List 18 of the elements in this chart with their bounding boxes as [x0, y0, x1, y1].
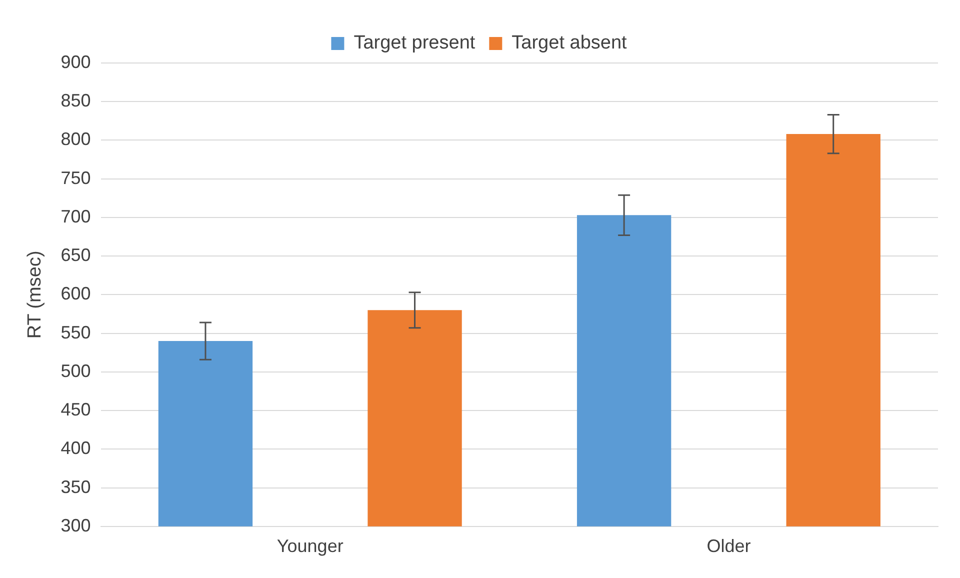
y-tick-label: 400 — [60, 438, 91, 458]
y-tick-label: 750 — [60, 168, 91, 188]
legend-label: Target absent — [512, 32, 628, 54]
y-tick-label: 300 — [60, 515, 91, 536]
y-tick-label: 800 — [60, 129, 91, 150]
y-tick-label: 350 — [60, 476, 91, 497]
y-tick-label: 650 — [60, 245, 91, 266]
y-tick-label: 600 — [60, 284, 91, 304]
legend-label: Target present — [354, 32, 476, 54]
y-tick-label: 500 — [60, 360, 91, 381]
y-tick-label: 850 — [60, 90, 91, 111]
y-tick-label: 700 — [60, 206, 91, 226]
y-tick-label: 550 — [60, 322, 91, 342]
y-axis-title: RT (msec) — [24, 250, 46, 339]
y-tick-label: 450 — [60, 400, 91, 420]
y-tick-label: 900 — [60, 52, 91, 72]
x-tick-label: Older — [706, 536, 751, 556]
x-tick-label: Younger — [276, 536, 344, 556]
